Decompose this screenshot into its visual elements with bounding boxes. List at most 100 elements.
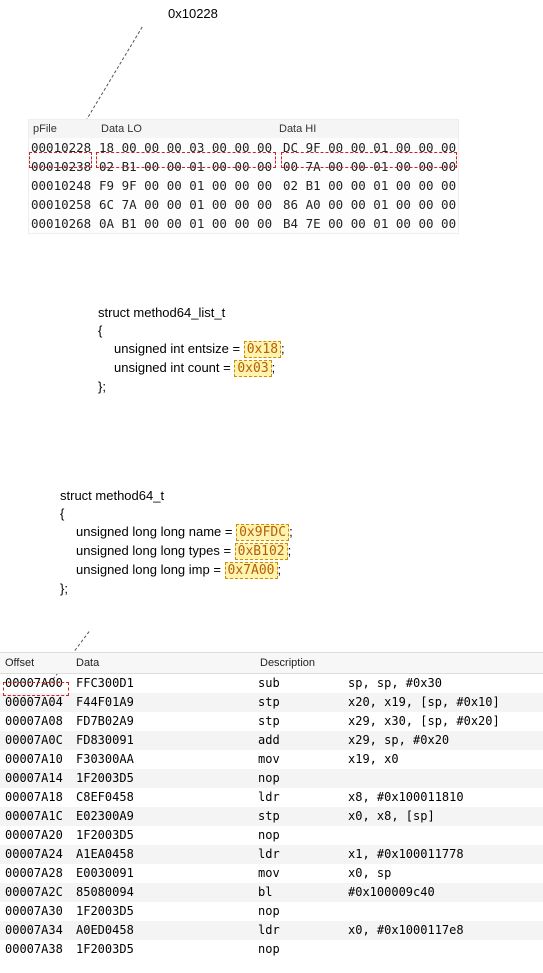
disasm-row: 00007A10F30300AAmovx19, x0	[0, 750, 543, 769]
brace-open-m: {	[60, 505, 293, 523]
dis-mnemonic: ldr	[258, 788, 348, 807]
brace-close-m: };	[60, 580, 293, 598]
count-val: 0x03	[234, 360, 271, 377]
dis-operands	[348, 940, 543, 959]
brace-close: };	[98, 378, 285, 396]
dis-offset: 00007A0C	[0, 731, 74, 750]
col-desc: Description	[258, 657, 315, 669]
dis-operands	[348, 769, 543, 788]
dis-mnemonic: mov	[258, 750, 348, 769]
entsize-label: unsigned int entsize =	[114, 341, 244, 356]
dis-offset: 00007A1C	[0, 807, 74, 826]
struct-decl: struct method64_list_t	[98, 304, 285, 322]
dis-operands	[348, 826, 543, 845]
dis-mnemonic: stp	[258, 807, 348, 826]
dis-data: A0ED0458	[74, 921, 258, 940]
struct-method-list: struct method64_list_t { unsigned int en…	[98, 304, 285, 396]
hexdump-row: 000102586C 7A 00 00 01 00 00 0086 A0 00 …	[29, 195, 458, 214]
dis-operands: x29, sp, #0x20	[348, 731, 543, 750]
hex-lo: F9 9F 00 00 01 00 00 00	[99, 176, 283, 195]
hex-lo: 6C 7A 00 00 01 00 00 00	[99, 195, 283, 214]
disasm-rows: 00007A00FFC300D1subsp, sp, #0x3000007A04…	[0, 674, 543, 959]
col-offset: Offset	[0, 657, 74, 669]
disasm-row: 00007A1CE02300A9stpx0, x8, [sp]	[0, 807, 543, 826]
disasm-row: 00007A00FFC300D1subsp, sp, #0x30	[0, 674, 543, 693]
disasm-table: Offset Data Description 00007A00FFC300D1…	[0, 652, 543, 959]
dis-operands: sp, sp, #0x30	[348, 674, 543, 693]
hexdump-row: 000102680A B1 00 00 01 00 00 00B4 7E 00 …	[29, 214, 458, 233]
hexdump-header: pFile Data LO Data HI	[29, 120, 458, 138]
dis-data: F44F01A9	[74, 693, 258, 712]
dis-mnemonic: nop	[258, 902, 348, 921]
brace-open: {	[98, 322, 285, 340]
hexdump-rows: 0001022818 00 00 00 03 00 00 00DC 9F 00 …	[29, 138, 458, 233]
entsize-val: 0x18	[244, 341, 281, 358]
disasm-header: Offset Data Description	[0, 652, 543, 674]
hex-hi: 86 A0 00 00 01 00 00 00	[283, 195, 458, 214]
dis-data: C8EF0458	[74, 788, 258, 807]
dis-mnemonic: ldr	[258, 845, 348, 864]
col-data: Data	[74, 657, 258, 669]
dis-offset: 00007A30	[0, 902, 74, 921]
dis-operands: x0, x8, [sp]	[348, 807, 543, 826]
dis-operands: x19, x0	[348, 750, 543, 769]
types-label: unsigned long long types =	[76, 543, 235, 558]
dis-mnemonic: sub	[258, 674, 348, 693]
disasm-row: 00007A141F2003D5nop	[0, 769, 543, 788]
dis-data: A1EA0458	[74, 845, 258, 864]
dis-operands: #0x100009c40	[348, 883, 543, 902]
dis-data: 1F2003D5	[74, 769, 258, 788]
dis-data: 1F2003D5	[74, 826, 258, 845]
dis-data: 85080094	[74, 883, 258, 902]
dis-offset: 00007A00	[0, 674, 74, 693]
hex-offset: 00010268	[31, 214, 99, 233]
dis-offset: 00007A14	[0, 769, 74, 788]
hexdump-row: 0001022818 00 00 00 03 00 00 00DC 9F 00 …	[29, 138, 458, 157]
hex-lo: 18 00 00 00 03 00 00 00	[99, 138, 283, 157]
dis-mnemonic: bl	[258, 883, 348, 902]
name-line: unsigned long long name = 0x9FDC;	[76, 523, 293, 542]
disasm-row: 00007A28E0030091movx0, sp	[0, 864, 543, 883]
hex-hi: B4 7E 00 00 01 00 00 00	[283, 214, 458, 233]
dis-mnemonic: nop	[258, 826, 348, 845]
dis-operands: x0, sp	[348, 864, 543, 883]
disasm-row: 00007A24A1EA0458ldrx1, #0x100011778	[0, 845, 543, 864]
hexdump-table-1: pFile Data LO Data HI 0001022818 00 00 0…	[28, 119, 459, 234]
dis-data: FD830091	[74, 731, 258, 750]
struct-decl-m: struct method64_t	[60, 487, 293, 505]
count-line: unsigned int count = 0x03;	[114, 359, 285, 378]
hex-offset: 00010258	[31, 195, 99, 214]
dis-offset: 00007A04	[0, 693, 74, 712]
dis-offset: 00007A38	[0, 940, 74, 959]
name-label: unsigned long long name =	[76, 524, 236, 539]
hex-hi: 00 7A 00 00 01 00 00 00	[283, 157, 458, 176]
disasm-row: 00007A34A0ED0458ldrx0, #0x1000117e8	[0, 921, 543, 940]
imp-label: unsigned long long imp =	[76, 562, 225, 577]
dis-operands: x29, x30, [sp, #0x20]	[348, 712, 543, 731]
imp-val: 0x7A00	[225, 562, 278, 579]
dis-operands: x20, x19, [sp, #0x10]	[348, 693, 543, 712]
struct-method: struct method64_t { unsigned long long n…	[60, 487, 293, 598]
dis-offset: 00007A08	[0, 712, 74, 731]
hex-hi: DC 9F 00 00 01 00 00 00	[283, 138, 458, 157]
dis-operands: x8, #0x100011810	[348, 788, 543, 807]
disasm-row: 00007A381F2003D5nop	[0, 940, 543, 959]
hex-offset: 00010248	[31, 176, 99, 195]
entsize-line: unsigned int entsize = 0x18;	[114, 340, 285, 359]
hex-lo: 0A B1 00 00 01 00 00 00	[99, 214, 283, 233]
dis-mnemonic: mov	[258, 864, 348, 883]
dis-data: F30300AA	[74, 750, 258, 769]
dis-offset: 00007A18	[0, 788, 74, 807]
arrow-line-1	[83, 27, 143, 126]
dis-data: FFC300D1	[74, 674, 258, 693]
disasm-row: 00007A301F2003D5nop	[0, 902, 543, 921]
dis-mnemonic: stp	[258, 693, 348, 712]
dis-data: FD7B02A9	[74, 712, 258, 731]
hex-offset: 00010238	[31, 157, 99, 176]
disasm-row: 00007A04F44F01A9stpx20, x19, [sp, #0x10]	[0, 693, 543, 712]
dis-data: 1F2003D5	[74, 902, 258, 921]
disasm-row: 00007A201F2003D5nop	[0, 826, 543, 845]
dis-mnemonic: nop	[258, 940, 348, 959]
hex-lo: 02 B1 00 00 01 00 00 00	[99, 157, 283, 176]
address-label: 0x10228	[168, 6, 218, 21]
